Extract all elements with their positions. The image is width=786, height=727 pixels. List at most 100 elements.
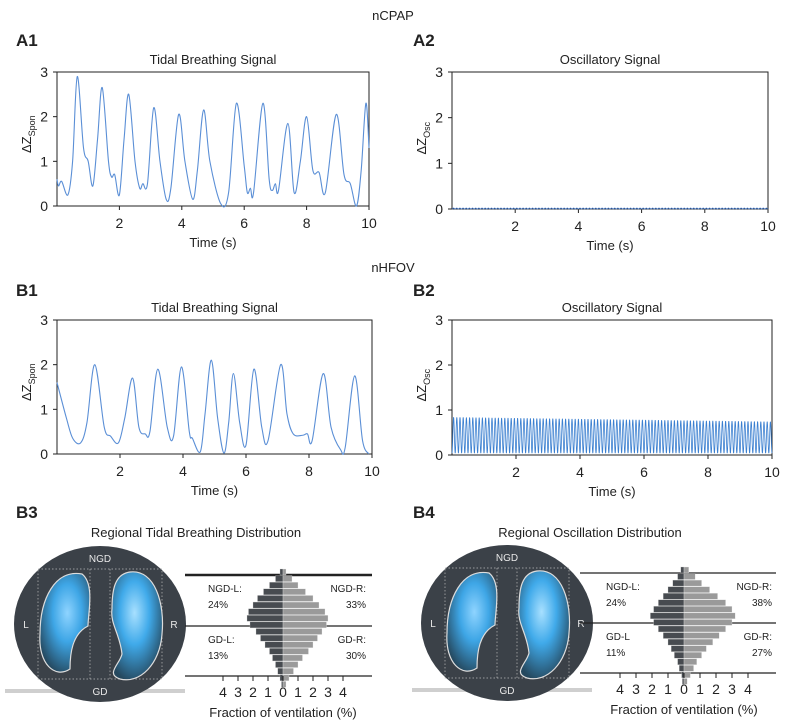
bar-left: [658, 599, 685, 606]
region-gd-l-value: 11%: [606, 648, 625, 659]
x-tick-label: 4: [616, 681, 624, 697]
bar-left: [275, 575, 284, 582]
chart-b4: Regional Oscillation Distribution NGD GD L R…: [412, 525, 776, 717]
y-axis-label-sub: Spon: [27, 363, 37, 384]
bar-right: [683, 671, 691, 678]
bar-left: [658, 625, 685, 633]
bar-left: [260, 634, 284, 642]
y-tick-label: 2: [40, 109, 48, 125]
bar-right: [683, 593, 718, 600]
bar-right: [683, 625, 726, 633]
label-left: L: [23, 620, 29, 631]
x-tick-label: 3: [234, 684, 242, 700]
bar-left: [263, 588, 284, 595]
bar-left: [653, 606, 685, 613]
label-right: R: [577, 619, 584, 630]
x-tick-label: 2: [512, 464, 520, 480]
region-gd-r-value: 27%: [752, 648, 772, 659]
x-tick-label: 0: [279, 684, 287, 700]
region-ngd-l-value: 24%: [606, 598, 626, 609]
x-tick-label: 0: [680, 681, 688, 697]
bar-right: [683, 573, 696, 580]
region-ngd-r-value: 38%: [752, 598, 772, 609]
chart-title: Regional Oscillation Distribution: [498, 525, 682, 540]
signal-line: [451, 417, 773, 454]
x-axis-label: Fraction of ventilation (%): [610, 702, 757, 717]
y-axis-label-main: ΔZ: [414, 385, 429, 402]
x-tick-label: 8: [305, 463, 313, 479]
y-axis-label: ΔZOsc: [414, 368, 432, 401]
signal-line: [56, 75, 370, 208]
bar-right: [683, 586, 710, 593]
x-tick-label: 6: [638, 218, 646, 234]
bar-right: [282, 615, 329, 622]
signal-line: [451, 207, 769, 210]
chart-b2: Oscillatory Signal 0 1 2 3 2 4 6 8 10 Time (s) ΔZOs…: [414, 300, 780, 499]
label-right: R: [170, 620, 177, 631]
bar-right: [282, 595, 314, 602]
y-tick-label: 0: [40, 198, 48, 214]
bar-right: [683, 645, 707, 652]
bar-left: [663, 593, 685, 600]
y-tick-label: 0: [435, 447, 443, 463]
y-tick-label: 3: [40, 312, 48, 328]
x-axis-label: Time (s): [588, 484, 635, 499]
bar-left: [677, 573, 685, 580]
x-tick-label: 1: [664, 681, 672, 697]
y-axis-label-main: ΔZ: [19, 136, 34, 153]
y-tick-label: 1: [40, 153, 48, 169]
right-lung: [518, 570, 571, 680]
bar-left: [269, 648, 284, 655]
region-ngd-r-label: NGD-R:: [330, 584, 366, 595]
chart-b1: Tidal Breathing Signal 0 1 2 3 2 4 6 8 10 Time (s)…: [19, 300, 380, 498]
bar-left: [679, 665, 685, 672]
y-axis-label-sub: Osc: [422, 121, 432, 138]
region-gd-r-label: GD-R:: [744, 632, 772, 643]
bar-right: [282, 568, 287, 576]
y-tick-label: 2: [435, 357, 443, 373]
bar-left: [279, 568, 284, 576]
region-gd-l-label: GD-L:: [208, 635, 235, 646]
chart-b3: Regional Tidal Breathing Distribution NGD…: [5, 525, 372, 720]
y-axis-label-sub: Spon: [27, 115, 37, 136]
section-ncpap: nCPAP: [372, 8, 414, 23]
chart-title: Regional Tidal Breathing Distribution: [91, 525, 301, 540]
x-axis-label: Time (s): [191, 483, 238, 498]
x-tick-label: 1: [696, 681, 704, 697]
panel-label-b2: B2: [413, 281, 435, 300]
signal-line: [56, 359, 370, 455]
x-tick-label: 8: [303, 215, 311, 231]
y-axis-label: ΔZSpon: [19, 115, 37, 153]
bar-left: [249, 621, 284, 629]
y-tick-label: 1: [435, 402, 443, 418]
panel-label-b4: B4: [413, 503, 435, 522]
bar-left: [246, 615, 284, 622]
x-tick-label: 4: [575, 218, 583, 234]
bar-right: [282, 634, 318, 642]
chart-a1: Tidal Breathing Signal 0 1 2 3 2 4 6 8 10 Time (s)…: [19, 52, 377, 250]
x-tick-label: 2: [309, 684, 317, 700]
bar-left: [663, 632, 685, 639]
bar-right: [683, 638, 713, 646]
chart-title: Oscillatory Signal: [560, 52, 661, 67]
label-left: L: [430, 619, 436, 630]
bar-left: [671, 645, 685, 652]
y-axis-label: ΔZSpon: [19, 363, 37, 401]
bar-right: [282, 621, 327, 629]
region-gd-r-label: GD-R:: [338, 635, 366, 646]
bar-right: [282, 668, 294, 675]
y-tick-label: 3: [435, 64, 443, 80]
x-tick-label: 10: [364, 463, 380, 479]
bar-left: [680, 566, 685, 574]
bar-right: [282, 628, 323, 635]
x-tick-label: 10: [760, 218, 776, 234]
left-lung: [446, 571, 498, 672]
label-gd: GD: [500, 686, 515, 697]
bar-right: [683, 665, 694, 672]
bar-right: [282, 575, 293, 582]
bar-left: [667, 586, 685, 593]
bar-right: [282, 654, 303, 662]
y-tick-label: 0: [40, 446, 48, 462]
bar-left: [248, 608, 284, 615]
x-tick-label: 3: [324, 684, 332, 700]
